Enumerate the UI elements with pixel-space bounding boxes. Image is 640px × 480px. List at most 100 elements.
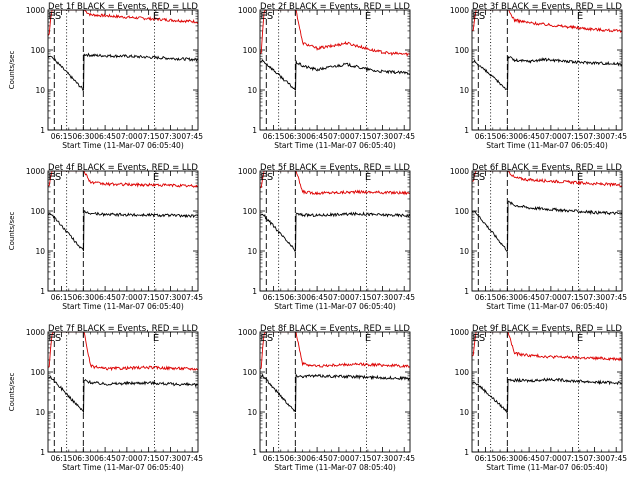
lld-series-line: [472, 10, 622, 33]
y-tick-label: 1000: [238, 167, 257, 176]
x-tick-label: 07:00: [328, 293, 350, 302]
x-tick-label: 07:15: [138, 132, 160, 141]
x-tick-label: 06:15: [263, 454, 285, 463]
x-tick-label: 06:45: [94, 454, 116, 463]
y-tick-label: 1: [40, 126, 45, 135]
eclipse-marker-label: E: [472, 11, 478, 22]
events-series-line: [48, 210, 198, 252]
eclipse-marker-label: E: [48, 333, 54, 344]
eclipse-marker-label: E: [260, 333, 266, 344]
y-tick-label: 100: [243, 368, 258, 377]
panel-title: Det 4f BLACK = Events, RED = LLD: [48, 163, 198, 173]
y-tick-label: 1000: [450, 328, 469, 337]
x-axis-label: Start Time (11-Mar-07 06:05:40): [486, 141, 608, 150]
x-tick-label: 07:30: [372, 132, 394, 141]
x-tick-label: 07:00: [540, 132, 562, 141]
x-tick-label: 07:45: [181, 132, 203, 141]
x-tick-label: 07:30: [372, 454, 394, 463]
y-tick-label: 100: [243, 207, 258, 216]
x-tick-label: 07:30: [160, 132, 182, 141]
detector-panel-2: Det 2f BLACK = Events, RED = LLD Start Ti…: [238, 2, 415, 150]
saa-marker-label: S: [479, 333, 485, 344]
y-tick-label: 1: [252, 448, 257, 457]
y-tick-label: 100: [31, 368, 46, 377]
y-tick-label: 10: [459, 408, 469, 417]
x-tick-label: 07:30: [584, 454, 606, 463]
y-tick-label: 10: [247, 86, 257, 95]
eclipse-marker-label: E: [577, 172, 583, 183]
y-tick-label: 1: [464, 287, 469, 296]
panel-title: Det 5f BLACK = Events, RED = LLD: [260, 163, 410, 173]
x-tick-label: 07:30: [584, 293, 606, 302]
y-tick-label: 10: [35, 86, 45, 95]
y-tick-label: 10: [459, 86, 469, 95]
eclipse-marker-label: E: [365, 172, 371, 183]
detector-panel-7: Det 7f BLACK = Events, RED = LLD Counts/s…: [8, 324, 203, 472]
x-axis-label: Start Time (11-Mar-07 06:05:40): [486, 463, 608, 472]
x-tick-label: 06:15: [475, 454, 497, 463]
plot-frame: [471, 9, 623, 131]
lld-series-line: [48, 10, 198, 36]
y-tick-label: 10: [459, 247, 469, 256]
saa-marker-label: S: [479, 11, 485, 22]
x-tick-label: 06:15: [51, 132, 73, 141]
saa-marker-label: S: [55, 172, 61, 183]
detector-panel-6: Det 6f BLACK = Events, RED = LLD Start Ti…: [450, 163, 627, 311]
eclipse-marker-label: E: [153, 11, 159, 22]
x-tick-label: 06:45: [94, 132, 116, 141]
x-tick-label: 07:45: [393, 454, 415, 463]
eclipse-marker-label: E: [153, 172, 159, 183]
lld-series-line: [48, 332, 198, 372]
x-tick-label: 06:45: [306, 132, 328, 141]
saa-marker-label: S: [55, 333, 61, 344]
y-tick-label: 100: [455, 46, 470, 55]
x-axis-label: Start Time (11-Mar-07 06:05:40): [274, 302, 396, 311]
detector-panel-4: Det 4f BLACK = Events, RED = LLD Counts/s…: [8, 163, 203, 311]
y-tick-label: 1000: [26, 6, 45, 15]
y-tick-label: 100: [31, 46, 46, 55]
x-tick-label: 07:45: [393, 132, 415, 141]
x-axis-label: Start Time (11-Mar-07 06:05:40): [274, 141, 396, 150]
lld-series-line: [472, 171, 622, 188]
eclipse-marker-label: E: [472, 172, 478, 183]
y-tick-label: 1000: [450, 6, 469, 15]
y-tick-label: 1: [464, 448, 469, 457]
detector-panel-5: Det 5f BLACK = Events, RED = LLD Start Ti…: [238, 163, 415, 311]
detector-panel-9: Det 9f BLACK = Events, RED = LLD Start Ti…: [450, 324, 627, 472]
x-tick-label: 07:00: [328, 454, 350, 463]
x-axis-label: Start Time (11-Mar-07 06:05:40): [62, 463, 184, 472]
x-tick-label: 06:45: [518, 293, 540, 302]
x-tick-label: 07:45: [605, 132, 627, 141]
y-tick-label: 1000: [238, 6, 257, 15]
x-tick-label: 06:30: [285, 132, 307, 141]
x-tick-label: 07:15: [350, 293, 372, 302]
x-tick-label: 07:15: [350, 454, 372, 463]
y-tick-label: 10: [247, 247, 257, 256]
x-tick-label: 06:30: [73, 454, 95, 463]
x-axis-label: Start Time (11-Mar-07 06:05:40): [62, 141, 184, 150]
x-tick-label: 06:15: [51, 293, 73, 302]
x-tick-label: 07:00: [328, 132, 350, 141]
x-tick-label: 06:30: [497, 454, 519, 463]
x-tick-label: 07:00: [116, 454, 138, 463]
detector-panel-3: Det 3f BLACK = Events, RED = LLD Start Ti…: [450, 2, 627, 150]
events-series-line: [260, 211, 410, 252]
y-tick-label: 10: [35, 408, 45, 417]
panel-title: Det 7f BLACK = Events, RED = LLD: [48, 324, 198, 334]
x-tick-label: 06:15: [263, 132, 285, 141]
plot-frame: [471, 170, 623, 292]
x-tick-label: 06:45: [94, 293, 116, 302]
x-tick-label: 07:45: [181, 293, 203, 302]
x-tick-label: 07:15: [138, 293, 160, 302]
detector-panel-1: Det 1f BLACK = Events, RED = LLD Counts/s…: [8, 2, 203, 150]
lld-series-line: [48, 171, 198, 188]
y-tick-label: 10: [35, 247, 45, 256]
y-tick-label: 1: [252, 287, 257, 296]
eclipse-marker-label: E: [472, 333, 478, 344]
y-tick-label: 1000: [26, 328, 45, 337]
x-tick-label: 06:30: [497, 132, 519, 141]
x-tick-label: 06:30: [285, 293, 307, 302]
eclipse-marker-label: E: [365, 11, 371, 22]
eclipse-marker-label: E: [260, 172, 266, 183]
saa-marker-label: S: [267, 333, 273, 344]
